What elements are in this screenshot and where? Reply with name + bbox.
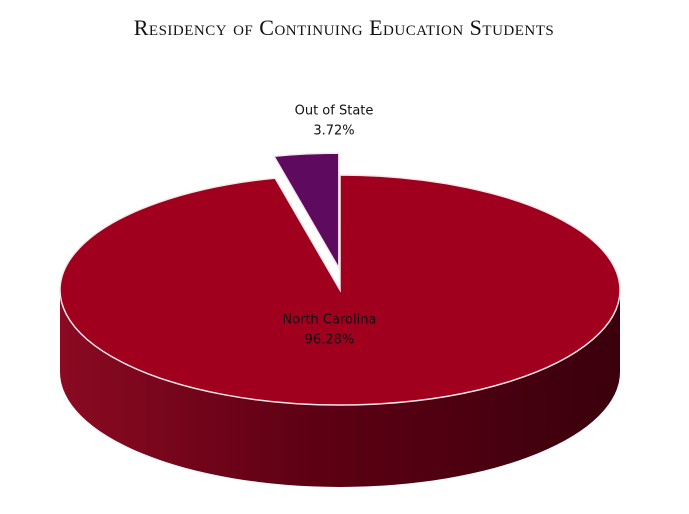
slice-label: North Carolina [282,312,376,327]
pie-slice [59,174,621,406]
pie-slice [272,152,340,271]
slice-value-label: 96.28% [305,332,355,347]
pie-side [60,290,620,487]
chart-title: Residency of Continuing Education Studen… [134,15,555,40]
slice-value-label: 3.72% [313,124,354,139]
slice-label: Out of State [295,104,374,119]
